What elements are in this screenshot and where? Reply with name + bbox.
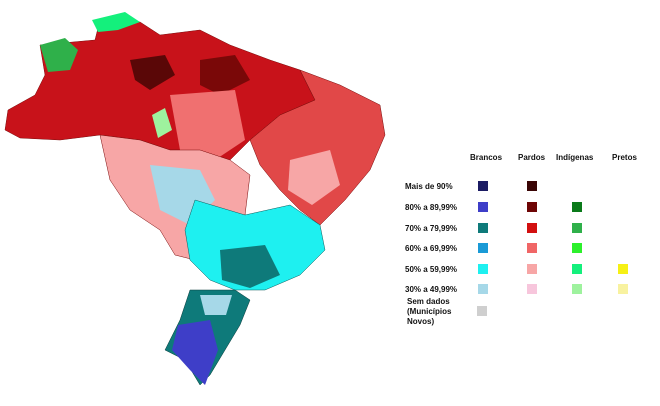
region-indigenous-1 [40, 38, 78, 72]
region-north-dark-2 [200, 55, 250, 95]
swatch-brancos [478, 223, 488, 233]
region-northeast [249, 69, 386, 226]
swatch-pretos [618, 284, 628, 294]
swatch-indigenas [572, 264, 582, 274]
swatch-brancos [478, 202, 488, 212]
region-southeast [184, 199, 326, 291]
swatch-pardos [527, 202, 537, 212]
swatch-indigenas [572, 223, 582, 233]
swatch-brancos [478, 284, 488, 294]
region-indigenous-3 [152, 108, 172, 138]
swatch-indigenas [572, 243, 582, 253]
legend-row-label: 60% a 69,99% [405, 244, 458, 253]
swatch-pretos [618, 264, 628, 274]
swatch-pardos [527, 243, 537, 253]
swatch-pardos [527, 223, 537, 233]
swatch-indigenas [572, 202, 582, 212]
no-data-line: (Municípios [407, 307, 452, 316]
header-pretos: Pretos [612, 153, 637, 162]
swatch-pardos [527, 264, 537, 274]
region-indigenous-2 [92, 12, 140, 32]
brazil-municipal-map [4, 12, 386, 386]
header-brancos: Brancos [470, 153, 503, 162]
header-pardos: Pardos [518, 153, 546, 162]
swatch-brancos [478, 264, 488, 274]
header-indigenas: Indígenas [556, 153, 594, 162]
region-south-light [200, 295, 232, 315]
legend-row-label: 30% a 49,99% [405, 285, 458, 294]
region-north-light [170, 90, 245, 160]
no-data-line: Sem dados [407, 297, 450, 306]
swatch-brancos [478, 243, 488, 253]
swatch-no-data [477, 306, 487, 316]
legend-row-label: 50% a 59,99% [405, 265, 458, 274]
swatch-indigenas [572, 284, 582, 294]
legend-row-label: 80% a 89,99% [405, 203, 458, 212]
region-north-dark [130, 55, 175, 90]
region-southeast-dark [220, 245, 280, 288]
region-south-blue [172, 320, 218, 385]
legend-no-data-label: Sem dados (Municípios Novos) [407, 297, 451, 327]
no-data-line: Novos) [407, 317, 435, 326]
swatch-pardos [527, 181, 537, 191]
region-northeast-light [288, 150, 340, 205]
legend-row-label: Mais de 90% [405, 182, 453, 191]
swatch-pardos [527, 284, 537, 294]
swatch-brancos [478, 181, 488, 191]
legend-row-label: 70% a 79,99% [405, 224, 458, 233]
